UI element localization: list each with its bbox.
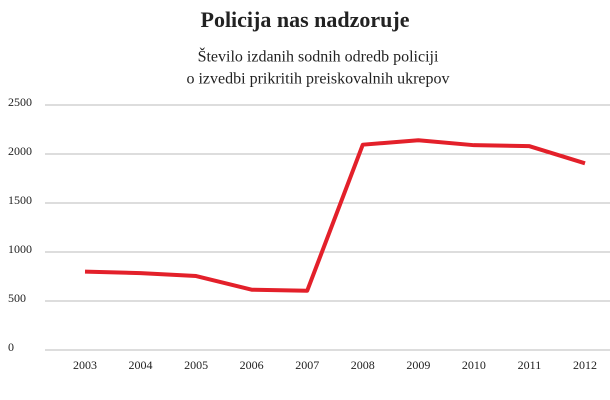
y-tick-label: 2000 (8, 144, 32, 158)
x-tick-label: 2006 (240, 358, 264, 372)
x-tick-label: 2004 (129, 358, 153, 372)
x-tick-label: 2011 (518, 358, 542, 372)
x-tick-label: 2003 (73, 358, 97, 372)
x-tick-label: 2007 (295, 358, 319, 372)
y-tick-label: 500 (8, 291, 26, 305)
y-tick-label: 2500 (8, 95, 32, 109)
x-tick-label: 2005 (184, 358, 208, 372)
y-tick-label: 1000 (8, 242, 32, 256)
x-tick-label: 2012 (573, 358, 597, 372)
data-line (84, 138, 586, 293)
chart-title: Policija nas nadzoruje (201, 7, 410, 32)
chart-subtitle: Število izdanih sodnih odredb policiji (198, 47, 439, 66)
y-tick-label: 1500 (8, 193, 32, 207)
x-tick-label: 2008 (351, 358, 375, 372)
x-tick-label: 2010 (462, 358, 486, 372)
y-tick-label: 0 (8, 340, 14, 354)
x-tick-label: 2009 (406, 358, 430, 372)
chart-subtitle: o izvedbi prikritih preiskovalnih ukrepo… (186, 71, 449, 88)
